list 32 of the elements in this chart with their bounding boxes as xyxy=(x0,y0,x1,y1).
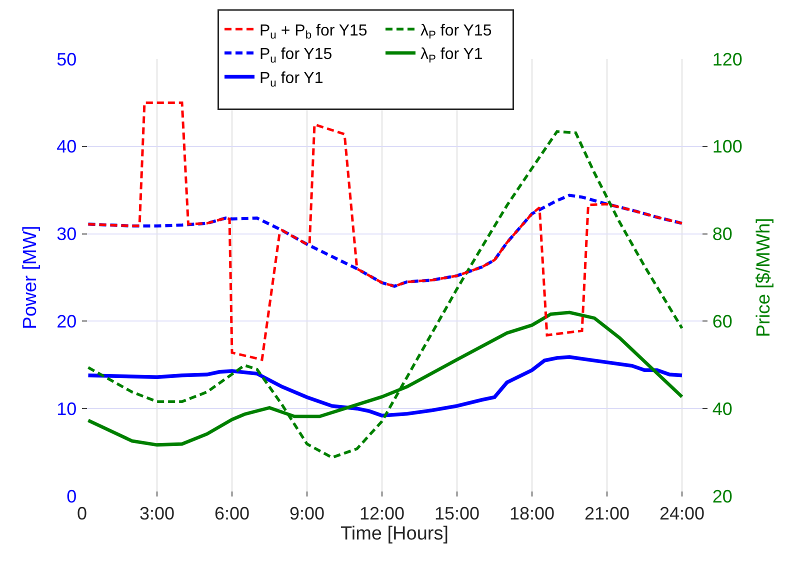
legend-label: λ$_{P}$ for Y1 xyxy=(420,46,483,66)
x-tick-label: 3:00 xyxy=(139,503,175,524)
x-tick-label: 18:00 xyxy=(509,503,555,524)
x-tick-label: 21:00 xyxy=(584,503,630,524)
y2-tick-label: 80 xyxy=(712,224,732,244)
x-axis-title: Time [Hours] xyxy=(340,524,449,545)
line-series xyxy=(87,101,684,361)
x-tick-label: 9:00 xyxy=(289,503,325,524)
y-tick-label: 20 xyxy=(56,312,77,332)
legend-label: P$_{u}$ for Y15 xyxy=(260,46,332,66)
y-tick-label: 50 xyxy=(56,49,77,70)
x-tick-label: 6:00 xyxy=(214,503,250,524)
y2-tick-label: 120 xyxy=(712,49,742,70)
line-series xyxy=(86,130,684,459)
legend-label: P$_{u}$ for Y1 xyxy=(260,70,324,90)
y-tick-label: 30 xyxy=(56,224,77,244)
x-tick-label: 12:00 xyxy=(359,503,405,524)
y-axis-title: Power [MW] xyxy=(20,226,41,330)
x-tick-label: 24:00 xyxy=(659,503,705,524)
y-tick-label: 0 xyxy=(66,486,77,506)
legend-label: P$_{u}$ + P$_{b}$ for Y15 xyxy=(260,22,368,42)
line-series xyxy=(86,355,684,418)
x-tick-label: 15:00 xyxy=(434,503,480,524)
y2-axis-title: Price [$/MWh] xyxy=(754,218,775,338)
line-series xyxy=(86,194,684,288)
y2-tick-label: 40 xyxy=(712,398,732,419)
legend-label: λ$_{P}$ for Y15 xyxy=(420,22,492,42)
y2-tick-label: 100 xyxy=(712,136,742,157)
y2-tick-label: 60 xyxy=(712,312,732,332)
y-tick-label: 10 xyxy=(56,398,77,419)
y2-tick-label: 20 xyxy=(712,486,732,506)
y-tick-label: 40 xyxy=(56,136,77,157)
